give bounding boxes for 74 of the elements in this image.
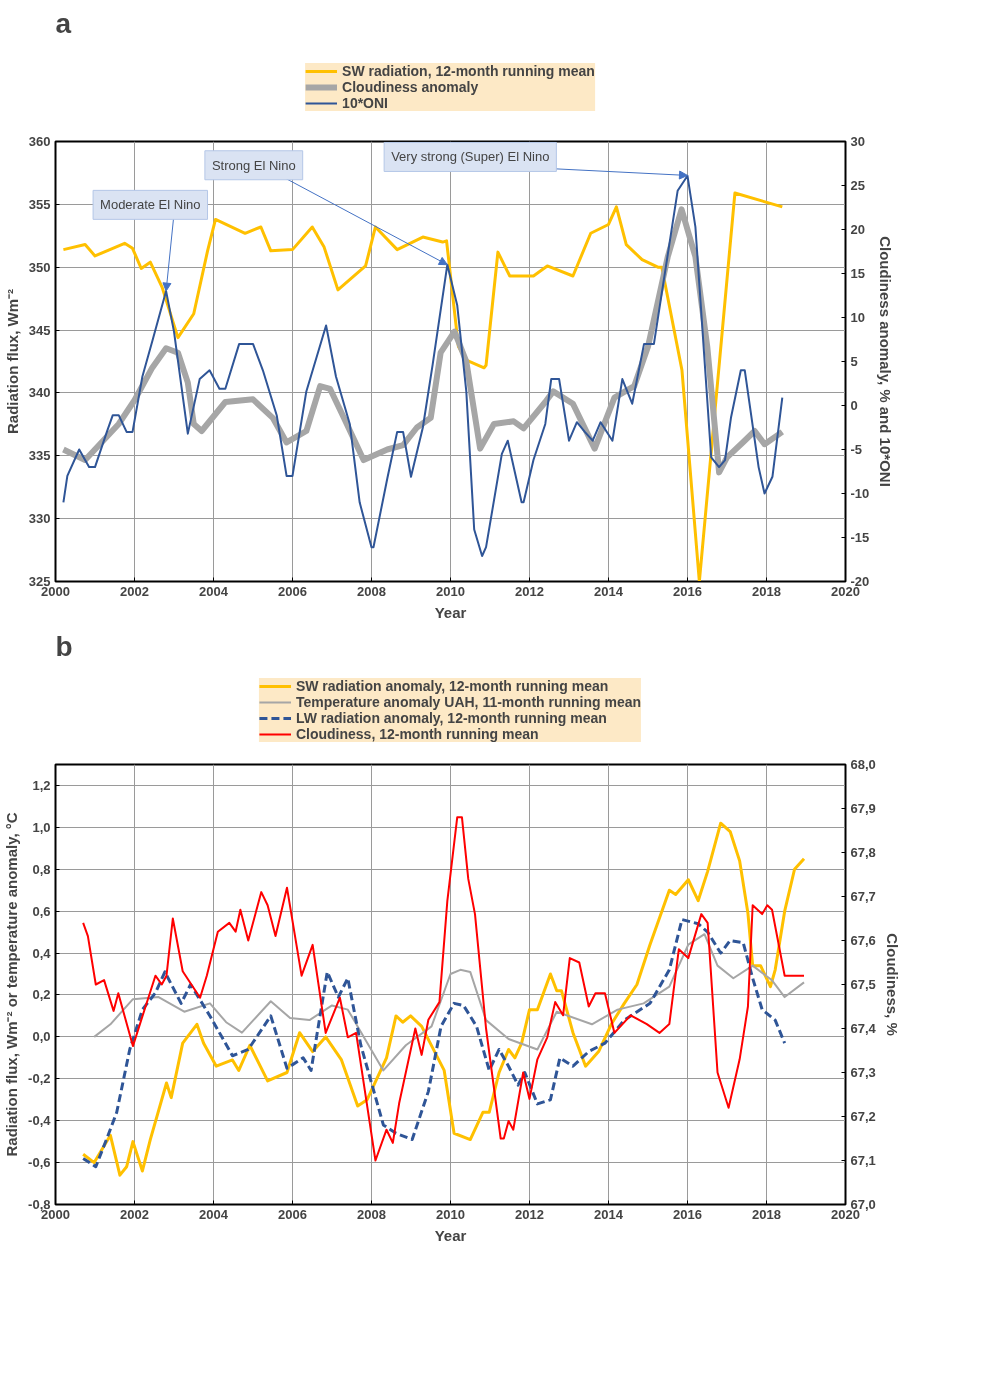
- chart-title: b: [55, 630, 73, 662]
- x-tick-label: 2008: [357, 1206, 386, 1222]
- x-tick-label: 2016: [673, 583, 702, 599]
- legend-label: Temperature anomaly UAH, 11-month running mean: [295, 694, 642, 710]
- y2-tick-label: 30: [850, 134, 865, 149]
- x-tick-label: 2002: [120, 583, 149, 599]
- legend-label: SW radiation anomaly, 12-month running mean: [295, 678, 609, 694]
- y-tick-label: 0,4: [32, 945, 52, 961]
- y2-tick-label: 67,9: [850, 801, 876, 816]
- x-tick-label: 2014: [594, 583, 624, 599]
- x-tick-label: 2018: [752, 1206, 781, 1222]
- y2-tick-label: 67,4: [850, 1021, 877, 1036]
- chart-title: a: [55, 7, 72, 39]
- y2-tick-label: 5: [850, 354, 858, 369]
- x-tick-label: 2014: [594, 1206, 624, 1222]
- legend-label: LW radiation anomaly, 12-month running mean: [295, 710, 607, 726]
- x-tick-label: 2006: [278, 583, 307, 599]
- y-axis-title: Radiation flux, Wm⁻²: [3, 289, 21, 434]
- y-tick-label: 345: [28, 322, 51, 338]
- y2-tick-label: 67,5: [850, 977, 876, 992]
- y2-tick-label: 0: [850, 398, 858, 413]
- y2-tick-label: 67,6: [850, 933, 876, 948]
- legend-label: Cloudiness, 12-month running mean: [295, 726, 539, 742]
- y2-tick-label: 20: [850, 222, 865, 237]
- y-tick-label: 355: [28, 196, 51, 212]
- y-tick-label: 350: [28, 259, 51, 275]
- y2-tick-label: -5: [850, 442, 863, 457]
- y2-tick-label: 67,8: [850, 845, 876, 860]
- x-tick-label: 2018: [752, 583, 781, 599]
- legend-label: Cloudiness anomaly: [342, 79, 479, 95]
- y2-tick-label: 67,2: [850, 1109, 876, 1124]
- y-tick-label: 0,8: [32, 861, 51, 877]
- line-series: [81, 918, 787, 1169]
- x-tick-label: 2004: [199, 1206, 229, 1222]
- y2-axis-title: Cloudiness anomaly, % and 10*ONI: [877, 236, 895, 487]
- y2-tick-label: -15: [850, 530, 870, 545]
- x-tick-label: 2004: [199, 583, 229, 599]
- x-tick-label: 2010: [436, 1206, 465, 1222]
- y-tick-label: 335: [28, 448, 51, 464]
- y-tick-label: 0,0: [32, 1029, 51, 1045]
- x-tick-label: 2016: [673, 1206, 702, 1222]
- y-tick-label: -0,4: [28, 1113, 52, 1129]
- x-axis-title: Year: [434, 1226, 467, 1244]
- y-tick-label: -0,2: [28, 1071, 51, 1087]
- y2-tick-label: 25: [850, 178, 865, 193]
- y-tick-label: 0,6: [32, 903, 51, 919]
- x-tick-label: 2012: [515, 583, 544, 599]
- y-tick-label: 1,0: [32, 819, 51, 835]
- y-tick-label: 330: [28, 511, 51, 527]
- legend-label: 10*ONI: [342, 95, 389, 111]
- y-tick-label: 360: [28, 134, 51, 149]
- y-axis-title: Radiation flux, Wm⁻² or temperature anomaly, °C: [3, 812, 21, 1157]
- y2-tick-label: -10: [850, 486, 870, 501]
- x-tick-label: 2002: [120, 1206, 149, 1222]
- y-tick-label: 0,2: [32, 987, 51, 1003]
- y-tick-label: -0,6: [28, 1155, 51, 1171]
- x-tick-label: 2012: [515, 1206, 544, 1222]
- y2-tick-label: 67,7: [850, 889, 876, 904]
- y-tick-label: 340: [28, 385, 51, 401]
- x-tick-label: 2008: [357, 583, 386, 599]
- x-axis-title: Year: [434, 603, 467, 621]
- y2-axis-title: Cloudiness, %: [883, 933, 901, 1036]
- legend-label: SW radiation, 12-month running mean: [342, 63, 595, 79]
- annotation: Moderate El Nino: [100, 197, 201, 213]
- annotation: Very strong (Super) El Nino: [391, 149, 550, 165]
- y2-tick-label: 67,1: [850, 1153, 876, 1168]
- y2-tick-label: 67,3: [850, 1065, 876, 1080]
- x-tick-label: 2006: [278, 1206, 307, 1222]
- y-tick-label: 1,2: [32, 777, 51, 793]
- x-tick-label: 2010: [436, 583, 465, 599]
- y2-tick-label: 10: [850, 310, 865, 325]
- y2-tick-label: 15: [850, 266, 865, 281]
- annotation: Strong El Nino: [211, 157, 296, 173]
- y2-tick-label: 68,0: [850, 757, 876, 772]
